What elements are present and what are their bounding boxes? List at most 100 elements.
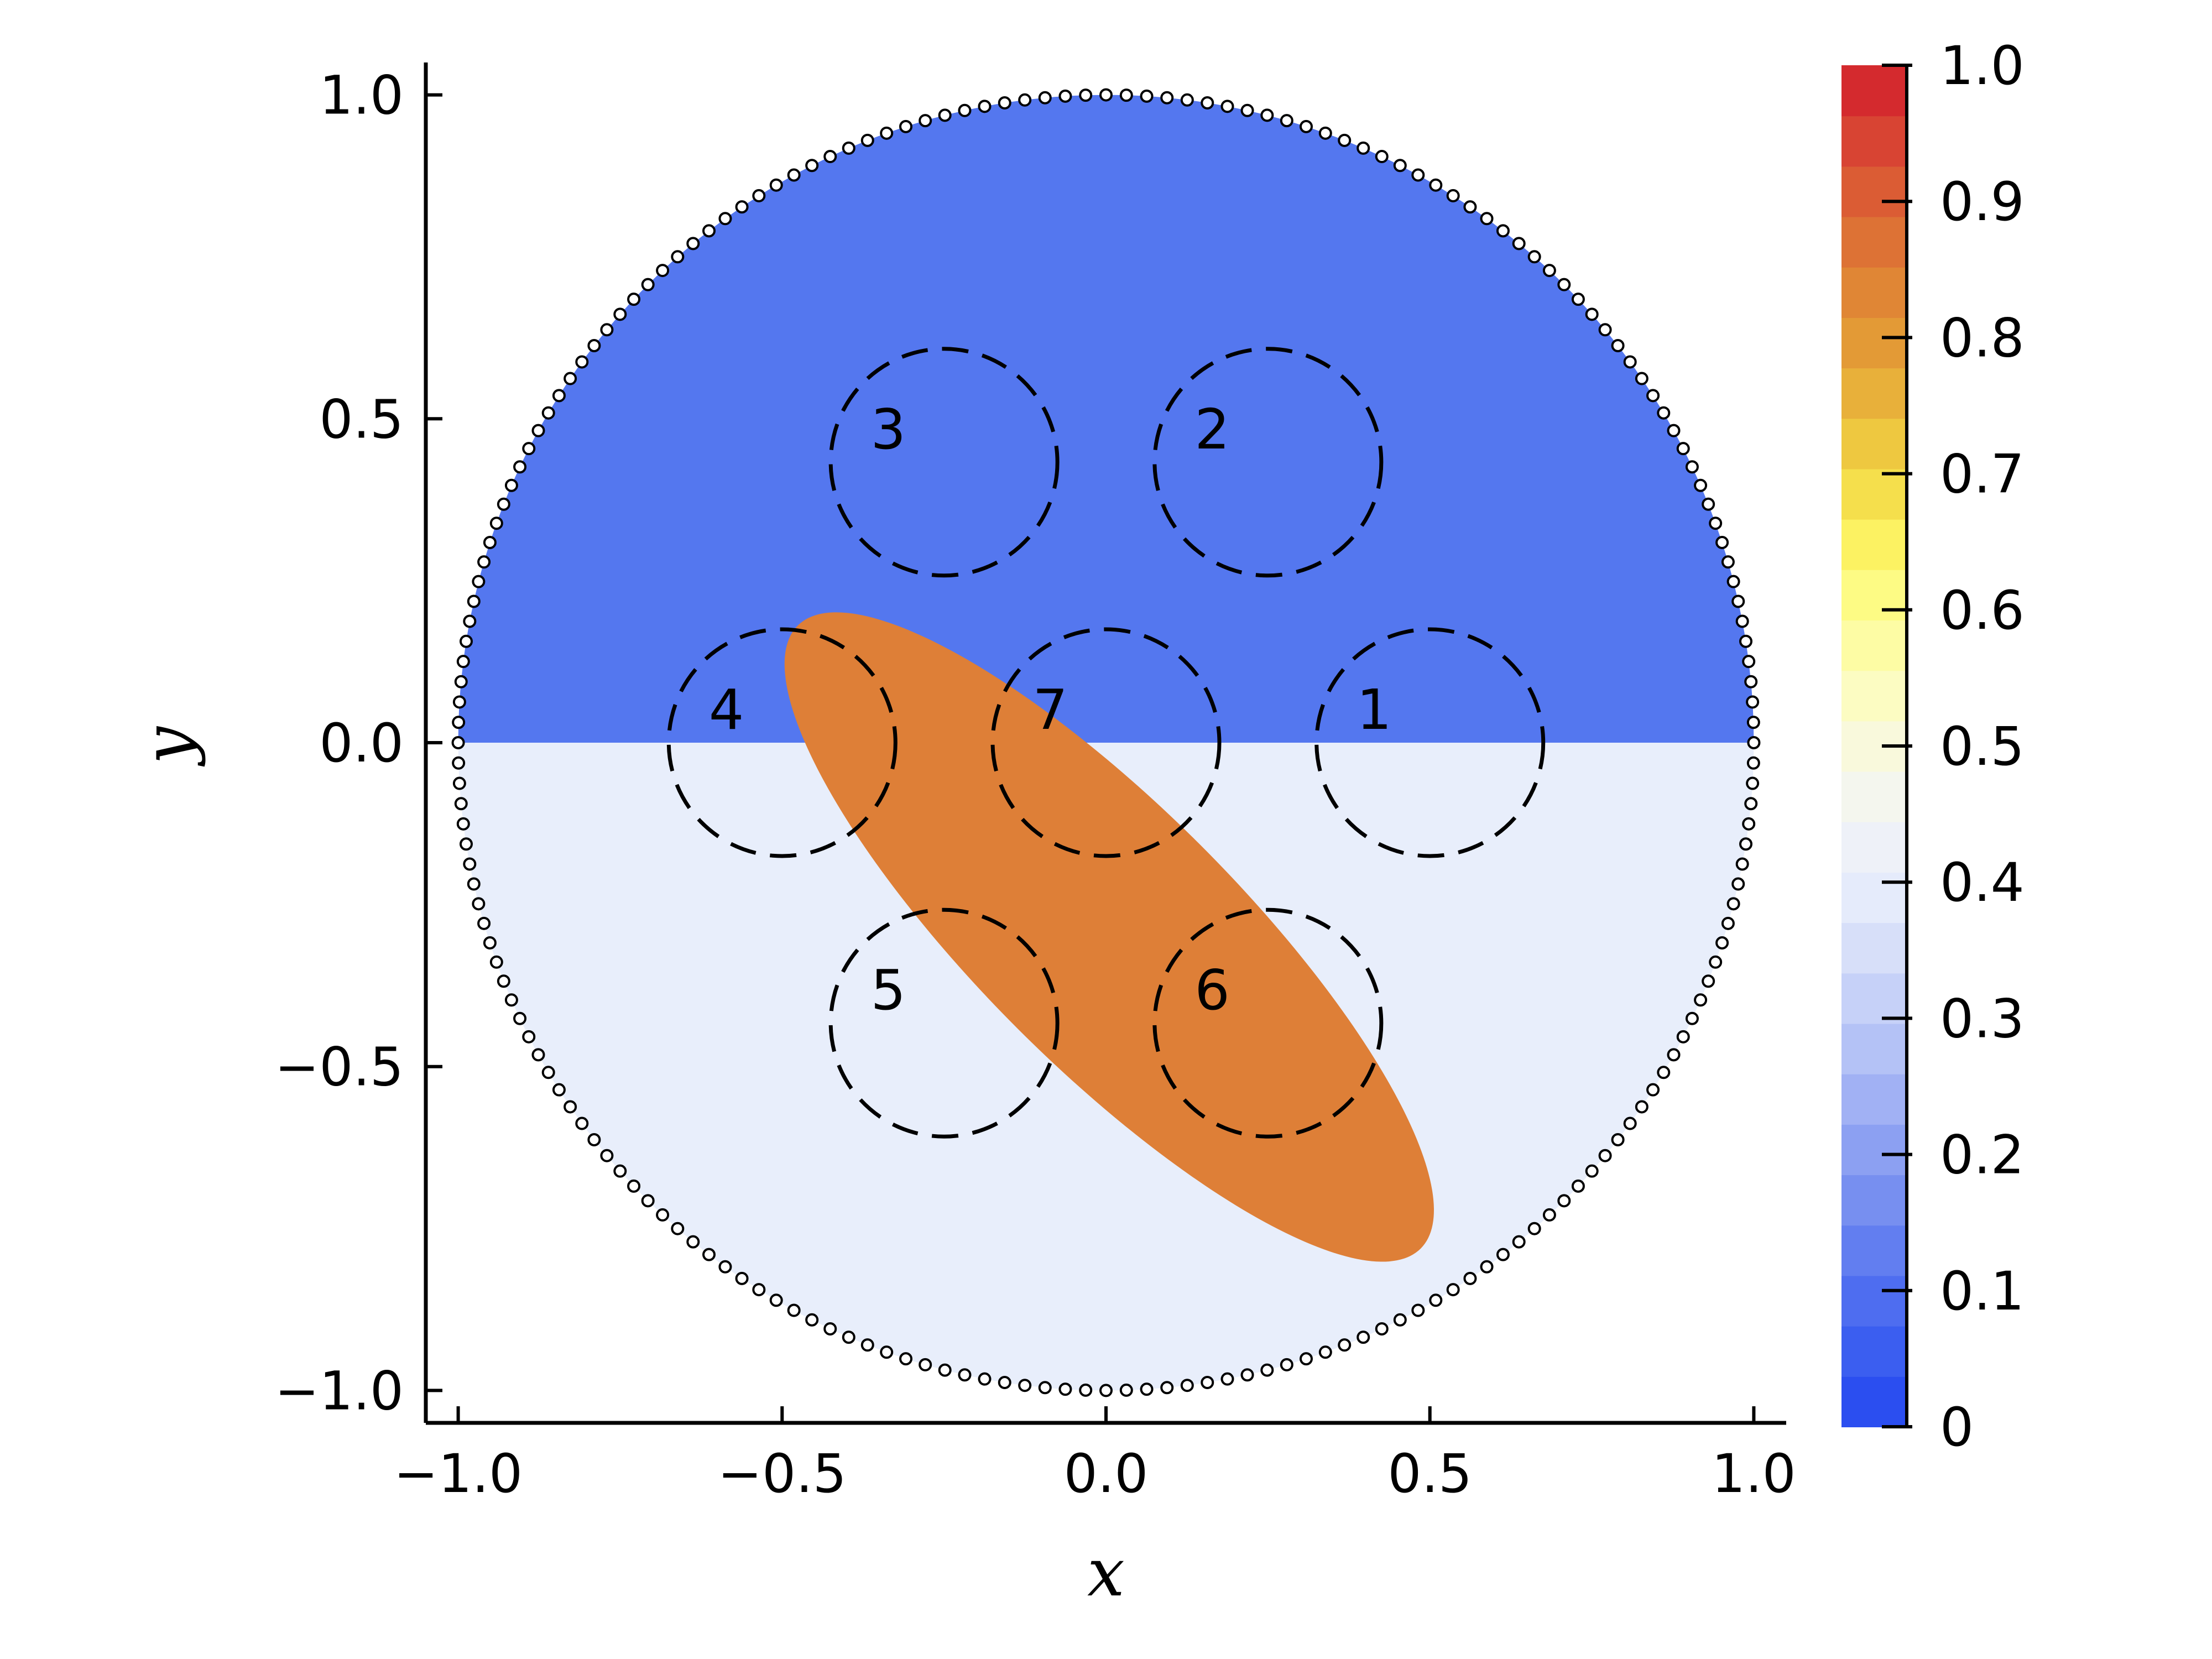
boundary-point	[1702, 497, 1715, 511]
boundary-point	[1557, 278, 1571, 291]
boundary-point	[1676, 442, 1690, 456]
boundary-point	[451, 736, 465, 749]
x-tick-label: 0.0	[1064, 1443, 1149, 1505]
y-axis-label: y	[130, 726, 207, 767]
boundary-point	[1746, 716, 1760, 729]
boundary-point	[575, 355, 589, 369]
boundary-point	[504, 993, 518, 1007]
colorbar-tick-label: 0	[1940, 1396, 1974, 1458]
boundary-point	[718, 212, 732, 226]
boundary-point	[1393, 159, 1407, 173]
colorbar-tick-label: 0.2	[1940, 1124, 2025, 1186]
boundary-point	[1280, 1358, 1293, 1371]
colorbar-segment	[1841, 569, 1907, 621]
boundary-point	[1393, 1313, 1407, 1327]
boundary-point	[702, 1248, 716, 1261]
boundary-point	[1280, 114, 1293, 128]
boundary-point	[1746, 776, 1760, 790]
boundary-point	[938, 108, 952, 122]
boundary-point	[1735, 614, 1749, 628]
boundary-point	[472, 897, 486, 911]
colorbar-segment	[1841, 1023, 1907, 1074]
y-tick-label: 1.0	[319, 65, 404, 127]
boundary-point	[1496, 1248, 1510, 1261]
boundary-point	[1201, 1376, 1214, 1390]
boundary-point	[735, 200, 749, 214]
boundary-point	[1429, 1293, 1443, 1307]
boundary-point	[1694, 478, 1708, 492]
boundary-point	[1709, 955, 1723, 969]
colorbar-segment	[1841, 1175, 1907, 1226]
boundary-point	[627, 1179, 641, 1193]
boundary-point	[842, 141, 855, 155]
boundary-point	[1623, 355, 1637, 369]
boundary-point	[1694, 993, 1708, 1007]
colorbar-segment	[1841, 166, 1907, 217]
sensor-circle-7	[990, 627, 1222, 858]
boundary-point	[587, 339, 601, 353]
boundary-point	[769, 178, 783, 192]
boundary-point	[823, 150, 837, 164]
colorbar-segment	[1841, 821, 1907, 873]
boundary-point	[787, 1303, 801, 1317]
x-tick-label: 1.0	[1712, 1443, 1796, 1505]
x-axis-label: x	[1087, 1535, 1125, 1611]
boundary-point	[1731, 877, 1745, 891]
colorbar-segment	[1841, 116, 1907, 167]
boundary-point	[1726, 897, 1740, 911]
boundary-point	[1527, 250, 1541, 264]
boundary-point	[686, 1235, 700, 1249]
colorbar-tick-label: 0.1	[1940, 1260, 2025, 1322]
boundary-point	[1338, 133, 1352, 147]
boundary-point	[1715, 936, 1729, 950]
boundary-point	[477, 555, 491, 569]
sensor-circle-label: 5	[871, 958, 906, 1022]
sensor-circle-label: 1	[1357, 677, 1392, 742]
boundary-point	[1726, 575, 1740, 588]
boundary-point	[1496, 224, 1510, 238]
boundary-point	[1318, 126, 1332, 140]
boundary-point	[613, 1164, 627, 1178]
boundary-point	[1038, 91, 1052, 105]
boundary-point	[1446, 189, 1460, 202]
sensor-circles: 1 2 3 4 5 6 7	[666, 347, 1546, 1139]
boundary-point	[1598, 323, 1612, 337]
boundary-point	[860, 1338, 874, 1352]
colorbar-segment	[1841, 922, 1907, 974]
boundary-point	[1744, 675, 1758, 688]
boundary-point	[1429, 178, 1443, 192]
boundary-point	[805, 159, 819, 173]
boundary-point	[686, 237, 700, 251]
boundary-point	[1742, 655, 1756, 669]
boundary-point	[1623, 1117, 1637, 1130]
boundary-point	[1180, 93, 1194, 107]
boundary-point	[752, 1283, 766, 1297]
boundary-point	[1018, 1379, 1032, 1392]
boundary-point	[998, 96, 1011, 109]
boundary-point	[1739, 634, 1753, 648]
boundary-point	[483, 936, 497, 950]
boundary-point	[1119, 88, 1133, 102]
boundary-point	[600, 323, 614, 337]
y-tick-label: −0.5	[275, 1036, 404, 1098]
boundary-point	[919, 1358, 932, 1371]
boundary-point	[1411, 1303, 1425, 1317]
colorbar-segment	[1841, 1225, 1907, 1276]
boundary-point	[483, 536, 497, 550]
boundary-point	[958, 1368, 972, 1382]
boundary-point	[541, 1066, 555, 1079]
boundary-point	[467, 594, 481, 608]
boundary-point	[1357, 141, 1370, 155]
boundary-point	[1742, 817, 1756, 831]
sensor-circle-4	[666, 627, 898, 858]
boundary-point	[1220, 100, 1234, 113]
boundary-point	[1463, 200, 1477, 214]
boundary-point	[1571, 1179, 1585, 1193]
boundary-point	[522, 442, 536, 456]
boundary-point	[1657, 406, 1671, 420]
boundary-point	[1058, 89, 1072, 103]
boundary-point	[1635, 1100, 1648, 1114]
boundary-point	[489, 955, 503, 969]
boundary-point	[1744, 797, 1758, 811]
boundary-point	[1220, 1372, 1234, 1386]
